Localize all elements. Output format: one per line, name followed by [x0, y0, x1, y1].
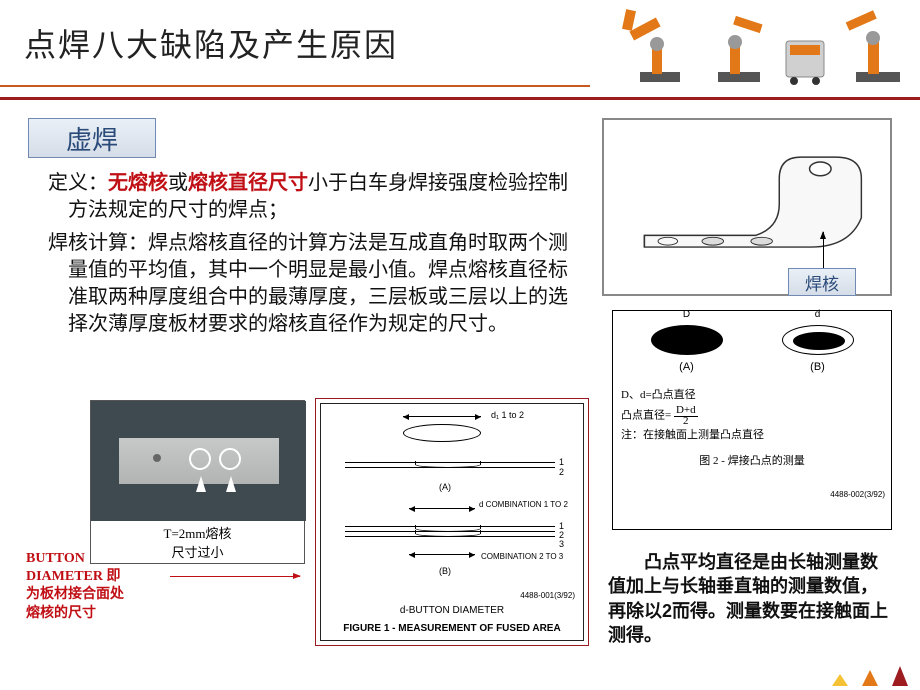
photo-caption-line1: T=2mm熔核	[164, 526, 232, 541]
figure2-formula: D、d=凸点直径 凸点直径= D+d 2 注：在接触面上测量凸点直径	[621, 387, 883, 444]
section-label-box: 虚焊	[28, 118, 156, 158]
sample-photo	[91, 401, 306, 521]
fig1-comb23: COMBINATION 2 TO 3	[481, 552, 563, 561]
figure2-ab-labels: (A) (B)	[621, 361, 883, 373]
fig1-subcaption: d-BUTTON DIAMETER	[321, 605, 583, 616]
accent-rule	[0, 85, 590, 87]
weld-core-label-box: 焊核	[788, 268, 856, 296]
welder-machine-icon	[780, 31, 830, 86]
body-text-block: 定义：无熔核或熔核直径尺寸小于白车身焊接强度检验控制方法规定的尺寸的焊点； 焊核…	[24, 170, 574, 344]
weld-core-label: 焊核	[805, 270, 839, 295]
fig2-B: (B)	[810, 361, 825, 373]
fraction: D+d 2	[674, 405, 698, 427]
dim-d: d	[782, 309, 854, 320]
triangle-icon	[832, 674, 848, 686]
fig1-num3: 3	[559, 539, 564, 549]
callout-line2: DIAMETER 即	[26, 569, 121, 584]
dimension-arrow	[409, 508, 475, 509]
fig1-num2: 2	[559, 467, 564, 477]
fig1-profile-B	[345, 526, 555, 541]
figure1-frame: d₁ 1 to 2 1 2 (A) d COMBINATION 1 TO 2 1…	[315, 398, 589, 646]
def-prefix: 定义：	[48, 172, 108, 194]
fig1-A: (A)	[439, 482, 451, 492]
robot-arm-icon	[620, 6, 690, 86]
robot-arm-icon	[700, 6, 770, 86]
callout-line4: 熔核的尺寸	[26, 606, 96, 621]
ellipse-A	[651, 325, 723, 355]
fig1-ellipse	[403, 424, 481, 442]
ellipse-B	[782, 325, 854, 355]
callout-line3: 为板材接合面处	[26, 587, 124, 602]
figure1: d₁ 1 to 2 1 2 (A) d COMBINATION 1 TO 2 1…	[320, 403, 584, 641]
fig1-d1-label: d₁ 1 to 2	[491, 410, 524, 420]
fig2-A: (A)	[679, 361, 694, 373]
fig1-docnum: 4488-001(3/92)	[520, 591, 575, 600]
arrow-up-icon	[226, 476, 236, 492]
def-red2: 熔核直径尺寸	[188, 172, 308, 194]
red-callout: BUTTON DIAMETER 即 为板材接合面处 熔核的尺寸	[26, 550, 124, 623]
figure2-frame: D d (A) (B) D、d=凸点直径 凸点直径= D+d 2 注：在接触面上…	[612, 310, 892, 530]
dim-D: D	[651, 309, 723, 320]
slide-header: 点焊八大缺陷及产生原因	[0, 0, 920, 100]
triangle-icon	[862, 670, 878, 686]
frac-den: 2	[683, 415, 689, 427]
header-robot-images	[620, 6, 910, 86]
decorative-triangles	[832, 666, 908, 686]
fig1-comb12: d COMBINATION 1 TO 2	[479, 500, 568, 509]
metal-bar	[119, 438, 279, 484]
photo-caption-line2: 尺寸过小	[171, 545, 223, 560]
summary-paragraph: 凸点平均直径是由长轴测量数值加上与长轴垂直轴的测量数值，再除以2而得。测量数要在…	[608, 550, 892, 647]
fig2-docnum: 4488-002(3/92)	[830, 490, 885, 499]
arrow-up-icon	[196, 476, 206, 492]
fig1-num1: 1	[559, 457, 564, 467]
callout-line1: BUTTON	[26, 551, 85, 566]
sample-photo-block: T=2mm熔核 尺寸过小	[90, 400, 305, 564]
fig2-formula-label: 凸点直径=	[621, 409, 671, 421]
circle-marker	[189, 448, 211, 470]
circle-marker	[219, 448, 241, 470]
weld-core-arrow-icon	[823, 232, 824, 270]
robot-arm-icon	[840, 6, 910, 86]
fig1-profile-A	[345, 462, 555, 472]
fig2-line1: D、d=凸点直径	[621, 387, 883, 405]
calculation-paragraph: 焊核计算：焊点熔核直径的计算方法是互成直角时取两个测量值的平均值，其中一个明显是…	[24, 230, 574, 338]
definition-paragraph: 定义：无熔核或熔核直径尺寸小于白车身焊接强度检验控制方法规定的尺寸的焊点；	[24, 170, 574, 224]
fig2-line3: 注：在接触面上测量凸点直径	[621, 427, 883, 445]
section-label: 虚焊	[66, 120, 118, 157]
fig1-B: (B)	[439, 566, 451, 576]
def-red1: 无熔核	[108, 172, 168, 194]
def-mid: 或	[168, 172, 188, 194]
dimension-arrow	[409, 554, 475, 555]
fig1-title: FIGURE 1 - MEASUREMENT OF FUSED AREA	[321, 623, 583, 634]
triangle-icon	[892, 666, 908, 686]
red-arrow-icon	[170, 576, 300, 577]
dimension-arrow	[403, 416, 481, 417]
fig2-caption: 图 2 - 焊接凸点的测量	[621, 452, 883, 468]
calc-prefix: 焊核计算：	[48, 232, 148, 254]
figure2-ellipses: D d	[621, 325, 883, 355]
weld-spot	[153, 454, 161, 462]
